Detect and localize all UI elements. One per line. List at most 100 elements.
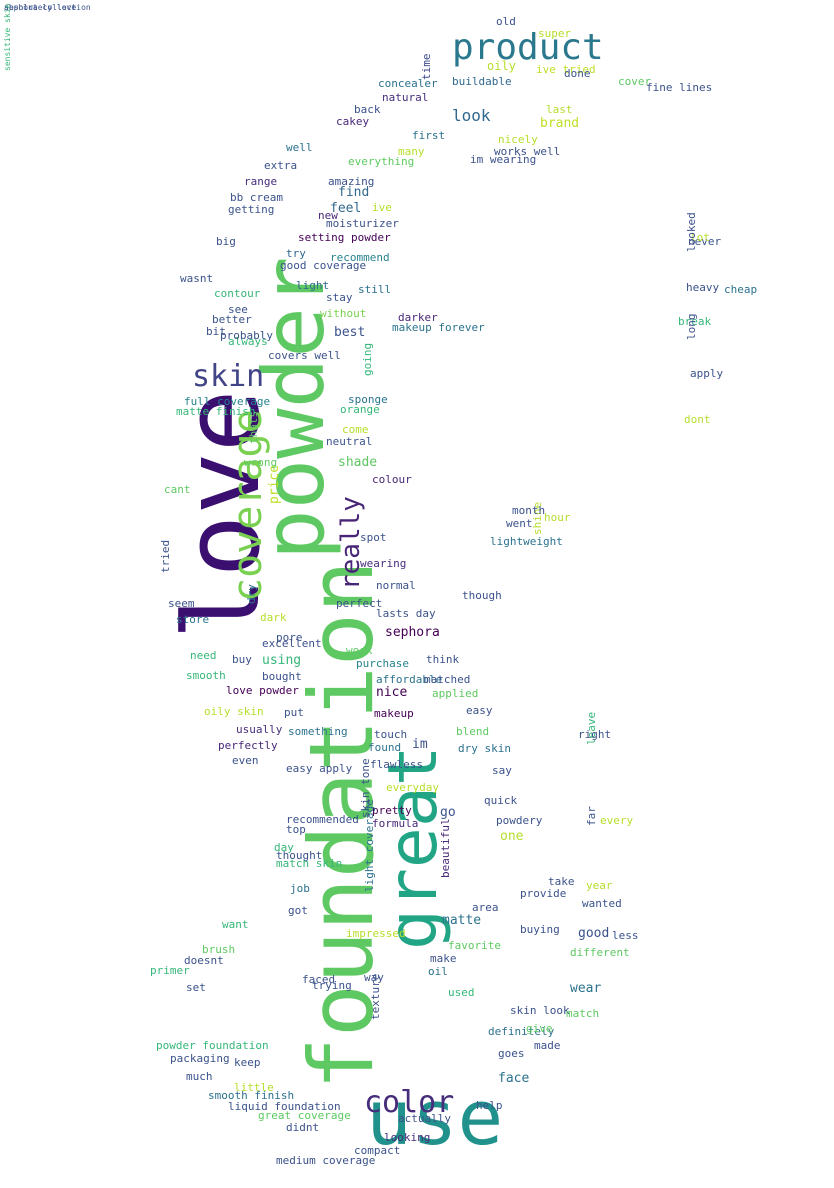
cloud-word: doesnt — [184, 954, 224, 967]
cloud-word: liquid foundation — [228, 1100, 341, 1113]
cloud-word: compact — [354, 1144, 401, 1157]
cloud-word: day — [274, 841, 294, 854]
cloud-word: moisturizer — [326, 217, 399, 230]
cloud-word: contour — [214, 287, 261, 300]
cloud-word: want — [222, 918, 249, 931]
cloud-word: absolutely love — [4, 3, 77, 12]
cloud-word: bit — [206, 325, 226, 338]
cloud-word: different — [570, 946, 630, 959]
cloud-word: come — [342, 423, 369, 436]
cloud-word: easy — [466, 704, 493, 717]
cloud-word: matte finish — [176, 405, 256, 418]
cloud-word: beautiful — [439, 818, 452, 878]
cloud-word: extra — [264, 159, 298, 172]
cloud-word: new — [318, 209, 338, 222]
cloud-word: always — [228, 335, 268, 348]
cloud-word: say — [492, 764, 512, 777]
cloud-word: well — [286, 141, 313, 154]
cloud-word: match skin — [276, 857, 343, 870]
cloud-word: formula — [372, 817, 419, 830]
cloud-word: match — [566, 1007, 600, 1020]
cloud-word: great — [374, 745, 453, 950]
cloud-word: setting powder — [298, 231, 391, 244]
cloud-word: cant — [164, 483, 191, 496]
cloud-word: light — [296, 279, 330, 292]
cloud-word: powdery — [496, 814, 543, 827]
cloud-word: dry — [245, 584, 258, 604]
cloud-word: nice — [376, 685, 408, 700]
cloud-word: wasnt — [180, 272, 214, 285]
cloud-word: provide — [520, 887, 567, 900]
cloud-word: darker — [398, 311, 438, 324]
cloud-word: neutral — [326, 435, 373, 448]
cloud-word: covers well — [268, 349, 341, 362]
cloud-word: range — [244, 175, 278, 188]
cloud-word: going — [361, 342, 374, 376]
cloud-word: looking — [384, 1131, 431, 1144]
cloud-word: everything — [348, 155, 415, 168]
cloud-word: probably — [220, 329, 273, 342]
cloud-word: something — [288, 725, 348, 738]
cloud-word: perfectly — [218, 739, 278, 752]
cloud-word: product — [452, 27, 604, 68]
cloud-word: brush — [202, 943, 236, 956]
cloud-word: quick — [484, 794, 518, 807]
cloud-word: flawless — [370, 758, 423, 771]
cloud-word: oily skin — [204, 705, 264, 718]
cloud-word: im — [412, 737, 428, 752]
cloud-word: little — [234, 1081, 274, 1094]
cloud-word: go — [440, 805, 456, 820]
cloud-word: recommended — [286, 813, 359, 826]
cloud-word: top — [286, 823, 306, 836]
cloud-word: concealer — [378, 77, 438, 90]
cloud-word: month — [512, 504, 546, 517]
cloud-word: seem — [168, 597, 195, 610]
cloud-word: good coverage — [280, 259, 367, 272]
cloud-word: makeup — [374, 707, 414, 720]
cloud-word: wanted — [582, 897, 622, 910]
cloud-word: shade — [338, 455, 378, 470]
cloud-word: try — [286, 247, 306, 260]
cloud-word: applied — [432, 687, 479, 700]
cloud-word: bought — [262, 670, 302, 683]
cloud-word: much — [186, 1070, 213, 1083]
cloud-word: better — [212, 313, 252, 326]
cloud-word: buy — [232, 653, 252, 666]
cloud-word: natural — [382, 91, 429, 104]
cloud-word: excellent — [262, 637, 322, 650]
cloud-word: lot — [690, 231, 710, 244]
cloud-word: fine lines — [646, 81, 713, 94]
cloud-word: cakey — [336, 115, 370, 128]
cloud-word: easy apply — [286, 762, 353, 775]
cloud-word: right — [578, 728, 612, 741]
cloud-word: pretty — [372, 804, 412, 817]
cloud-word: getting — [228, 203, 275, 216]
cloud-word: looked — [685, 212, 698, 252]
cloud-word: think — [426, 653, 460, 666]
cloud-word: first — [412, 129, 446, 142]
cloud-word: hour — [544, 511, 571, 524]
cloud-word: perfect — [336, 597, 383, 610]
cloud-word: thought — [276, 849, 323, 862]
cloud-word: spot — [360, 531, 387, 544]
cloud-word: recommend — [330, 251, 390, 264]
cloud-word: find — [338, 185, 370, 200]
cloud-word: put — [284, 706, 304, 719]
cloud-word: many — [398, 145, 425, 158]
cloud-word: brand — [540, 116, 580, 131]
cloud-word: heavy — [686, 281, 720, 294]
cloud-word: love powder — [226, 684, 299, 697]
cloud-word: touch — [374, 728, 408, 741]
cloud-word: sponge — [348, 393, 388, 406]
cloud-word: give — [526, 1022, 553, 1035]
cloud-word: got — [288, 904, 308, 917]
cloud-word: matched — [424, 673, 471, 686]
cloud-word: trying — [312, 979, 352, 992]
cloud-word: job — [290, 882, 310, 895]
cloud-word: less — [612, 929, 639, 942]
cloud-word: lightweight — [490, 535, 563, 548]
cloud-word: tried — [159, 539, 172, 573]
cloud-word: far — [585, 806, 598, 826]
cloud-word: sensitive skin — [3, 4, 12, 72]
cloud-word: sephora collection — [4, 3, 91, 12]
